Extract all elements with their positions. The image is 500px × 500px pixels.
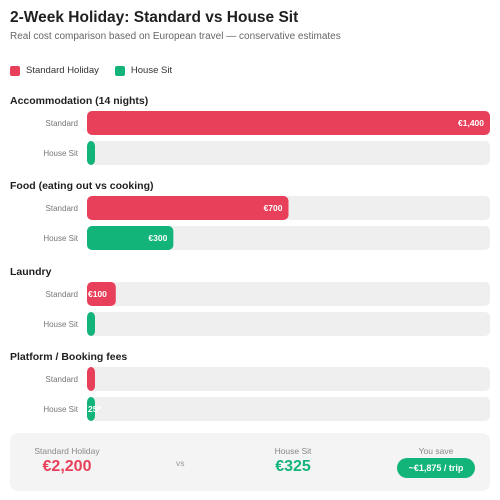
bar-food-eating-out-vs-cooking-standard <box>87 196 289 220</box>
group-title-laundry: Laundry <box>10 266 52 278</box>
row-label-platform-booking-fees-house-sit: House Sit <box>43 405 78 414</box>
bar-track-platform-booking-fees-standard <box>87 367 490 391</box>
chart-title: 2-Week Holiday: Standard vs House Sit <box>10 9 299 26</box>
bar-laundry-house-sit <box>87 312 95 336</box>
summary-standard-label: Standard Holiday <box>34 446 100 456</box>
bar-value-platform-booking-fees-house-sit: 25* <box>88 404 101 414</box>
bar-value-food-eating-out-vs-cooking-house-sit: €300 <box>148 233 167 243</box>
row-label-laundry-house-sit: House Sit <box>43 320 78 329</box>
chart-subtitle: Real cost comparison based on European t… <box>10 31 341 42</box>
bar-laundry-standard <box>87 282 116 306</box>
summary-house-label: House Sit <box>274 446 312 456</box>
row-label-laundry-standard: Standard <box>46 290 78 299</box>
summary-house-value: €325 <box>275 458 311 475</box>
group-title-food-eating-out-vs-cooking: Food (eating out vs cooking) <box>10 180 154 192</box>
bar-track-laundry-house-sit <box>87 312 490 336</box>
legend-label-house-sit: House Sit <box>130 65 173 76</box>
bar-chart: Accommodation (14 nights) Standard €1,400 H… <box>10 95 490 421</box>
bar-value-laundry-standard: €100 <box>88 289 107 299</box>
legend: Standard Holiday House Sit <box>10 65 188 76</box>
legend-item-standard: Standard Holiday <box>10 65 99 76</box>
row-label-food-eating-out-vs-cooking-house-sit: House Sit <box>43 234 78 243</box>
bar-value-food-eating-out-vs-cooking-standard: €700 <box>264 203 283 213</box>
bar-accommodation-14-nights-standard <box>87 111 490 135</box>
group-title-platform-booking-fees: Platform / Booking fees <box>10 351 127 363</box>
bar-track-accommodation-14-nights-house-sit <box>87 141 490 165</box>
summary-panel: Standard Holiday €2,200 vs House Sit €32… <box>10 433 490 491</box>
row-label-accommodation-14-nights-standard: Standard <box>46 119 78 128</box>
savings-badge: ~€1,875 / trip <box>397 458 475 478</box>
legend-item-house-sit: House Sit <box>114 65 173 76</box>
row-label-food-eating-out-vs-cooking-standard: Standard <box>46 204 78 213</box>
bar-platform-booking-fees-house-sit <box>87 397 95 421</box>
bar-track-food-eating-out-vs-cooking-house-sit <box>87 226 490 250</box>
bar-accommodation-14-nights-house-sit <box>87 141 95 165</box>
bar-track-platform-booking-fees-house-sit <box>87 397 490 421</box>
bar-food-eating-out-vs-cooking-house-sit <box>87 226 174 250</box>
summary-standard-value: €2,200 <box>42 458 92 475</box>
legend-swatch-house-sit <box>114 65 125 76</box>
bar-platform-booking-fees-standard <box>87 367 95 391</box>
row-label-platform-booking-fees-standard: Standard <box>46 375 78 384</box>
legend-label-standard: Standard Holiday <box>26 65 99 76</box>
row-label-accommodation-14-nights-house-sit: House Sit <box>43 149 78 158</box>
bar-value-accommodation-14-nights-standard: €1,400 <box>458 118 484 128</box>
summary-save-label: You save <box>418 446 454 456</box>
legend-swatch-standard <box>10 65 20 76</box>
bar-track-laundry-standard <box>87 282 490 306</box>
summary-vs: vs <box>176 458 185 468</box>
group-title-accommodation-14-nights: Accommodation (14 nights) <box>10 95 148 107</box>
